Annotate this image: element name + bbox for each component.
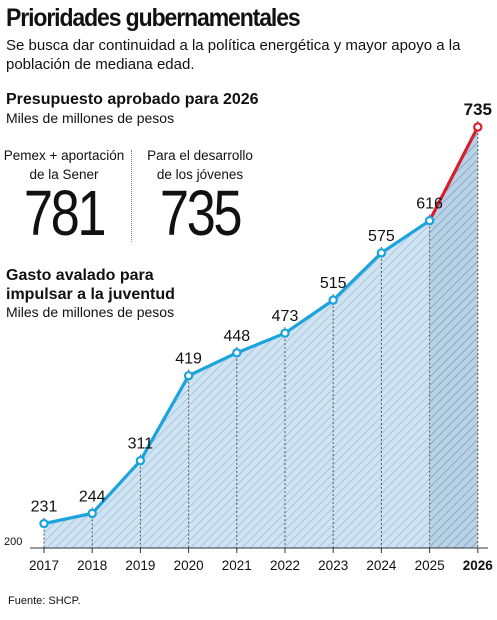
data-label: 448: [223, 328, 250, 345]
x-tick-label: 2017: [29, 558, 59, 573]
x-tick-label: 2026: [463, 558, 494, 573]
data-point: [135, 455, 146, 466]
budget-unit: Miles de millones de pesos: [6, 110, 175, 126]
line-segment: [187, 351, 239, 378]
data-label: 575: [368, 228, 395, 245]
x-tick-label: 2024: [366, 558, 397, 573]
page-title: Prioridades gubernamentales: [6, 4, 301, 32]
data-point: [39, 518, 49, 529]
line-segment: [138, 374, 191, 463]
line-segment: [235, 331, 287, 355]
stat-youth-value: 735: [159, 177, 243, 249]
chart-unit: Miles de millones de pesos: [6, 304, 175, 320]
line-segment: [90, 459, 142, 515]
data-label: 311: [128, 436, 154, 453]
data-point: [376, 248, 387, 258]
data-label: 231: [31, 499, 58, 516]
line-segment: [283, 298, 335, 335]
data-point: [473, 122, 483, 132]
line-segment: [331, 251, 383, 302]
chart-heading: Gasto avalado para impulsar a la juventu…: [6, 266, 175, 304]
stat-youth-label-line1: Para el desarrollo: [147, 148, 253, 163]
chart-heading-line2: impulsar a la juventud: [6, 286, 175, 303]
stat-divider: [131, 150, 132, 242]
stat-youth-label-line2: de los jóvenes: [156, 167, 244, 182]
x-tick-label: 2023: [318, 558, 348, 573]
data-point: [183, 370, 194, 381]
stat-pemex-label-line2: de la Sener: [29, 167, 99, 182]
data-label: 244: [79, 488, 106, 505]
area-fill-2026: [429, 127, 478, 548]
data-point: [328, 295, 338, 305]
x-tick-label: 2022: [270, 558, 300, 573]
stat-pemex-value: 781: [23, 177, 107, 249]
x-tick-label: 2020: [174, 558, 204, 573]
x-tick-label: 2019: [125, 558, 155, 573]
data-label: 419: [175, 351, 202, 368]
budget-heading: Presupuesto aprobado para 2026: [6, 91, 259, 108]
data-label: 616: [416, 196, 443, 213]
line-segment: [379, 219, 432, 255]
data-label: 515: [320, 275, 347, 292]
x-tick-label: 2021: [222, 558, 252, 573]
data-point: [232, 348, 242, 358]
stat-pemex-label-line1: Pemex + aportación: [3, 148, 125, 163]
data-point: [280, 328, 290, 338]
source-note: Fuente: SHCP.: [8, 595, 81, 607]
x-tick-label: 2018: [77, 558, 107, 573]
data-point: [87, 508, 97, 519]
y-tick-label: 200: [4, 536, 22, 548]
line-segment-2026: [428, 125, 480, 223]
data-label: 473: [272, 308, 299, 325]
stat-youth-label: Para el desarrollo de los jóvenes: [136, 146, 264, 184]
data-label: 735: [464, 100, 492, 119]
line-segment: [42, 511, 94, 526]
x-tick-label: 2025: [415, 558, 445, 573]
page-subtitle: Se busca dar continuidad a la política e…: [6, 37, 461, 73]
stat-pemex-label: Pemex + aportación de la Sener: [0, 146, 128, 184]
data-point: [424, 215, 435, 226]
chart-heading-line1: Gasto avalado para: [6, 267, 154, 284]
